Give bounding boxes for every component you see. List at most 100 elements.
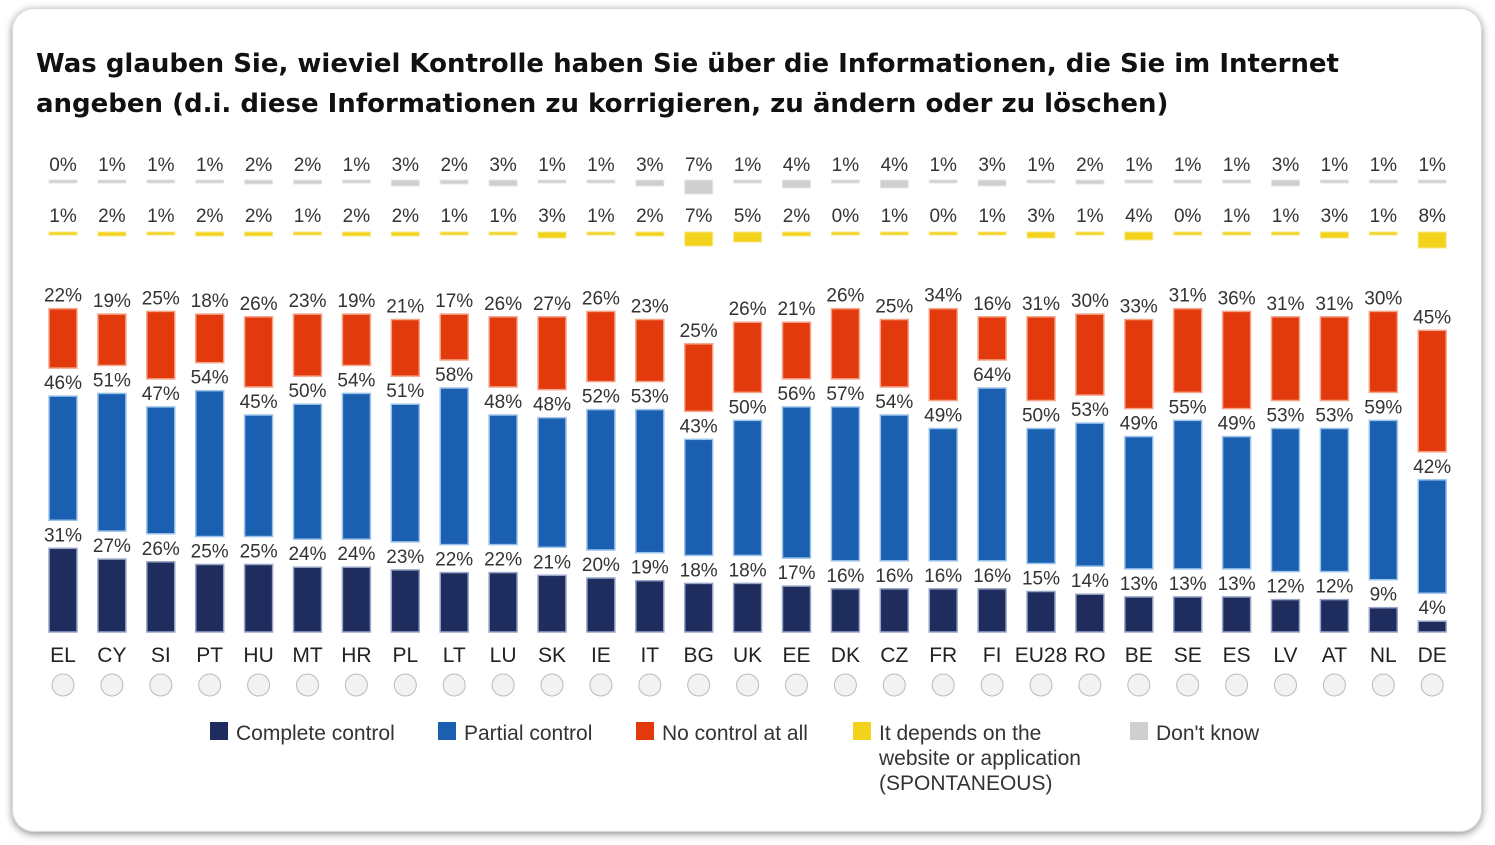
dontknow-label-el: 0% <box>49 155 77 176</box>
complete-bar-lv <box>1270 598 1301 633</box>
bar-group-es: 13% 49% 36% 1% 1% ES <box>1218 155 1256 697</box>
complete-label-uk: 18% <box>729 560 767 581</box>
bar-group-se: 13% 55% 31% 0% 1% SE <box>1169 155 1207 697</box>
dontknow-bar-pt <box>195 179 225 184</box>
none-bar-pt <box>194 313 225 364</box>
bar-group-cz: 16% 54% 25% 1% 4% CZ <box>875 155 913 697</box>
depends-label-es: 1% <box>1223 206 1251 227</box>
partial-bar-dk <box>830 406 861 562</box>
complete-bar-sk <box>537 574 567 633</box>
croatia-flag-icon <box>344 673 368 697</box>
bar-group-dk: 16% 57% 26% 0% 1% DK <box>826 155 865 697</box>
bar-group-lt: 22% 58% 17% 1% 2% LT <box>435 155 473 697</box>
depends-bar-mt <box>293 231 322 236</box>
portugal-flag-icon <box>198 673 222 697</box>
none-label-fi: 16% <box>973 294 1011 315</box>
complete-label-cy: 27% <box>93 536 131 557</box>
italy-flag-icon <box>638 673 662 697</box>
dontknow-bar-at <box>1319 179 1349 184</box>
partial-label-ee: 56% <box>777 384 815 405</box>
dontknow-bar-se <box>1173 179 1203 184</box>
none-label-cz: 25% <box>875 297 913 318</box>
dontknow-label-mt: 2% <box>294 155 322 176</box>
depends-label-lv: 1% <box>1272 206 1300 227</box>
bar-group-ie: 20% 52% 26% 1% 1% IE <box>582 155 620 697</box>
category-label-ie: IE <box>591 644 611 667</box>
depends-label-se: 0% <box>1174 206 1202 227</box>
none-bar-es <box>1221 310 1252 410</box>
dontknow-label-hr: 1% <box>343 155 371 176</box>
depends-label-eu28: 3% <box>1027 206 1055 227</box>
none-label-lv: 31% <box>1266 294 1304 315</box>
partial-label-uk: 50% <box>729 397 767 418</box>
none-label-bg: 25% <box>680 321 718 342</box>
complete-bar-hr <box>341 566 372 633</box>
dontknow-label-bg: 7% <box>685 155 713 176</box>
category-label-hr: HR <box>341 644 371 667</box>
complete-bar-pl <box>390 569 421 633</box>
complete-label-be: 13% <box>1120 574 1158 595</box>
none-bar-de <box>1417 329 1447 453</box>
legend-label-depends-line-2: website or application <box>878 747 1081 770</box>
partial-bar-at <box>1319 427 1350 573</box>
depends-bar-si <box>146 231 176 236</box>
depends-label-be: 4% <box>1125 206 1153 227</box>
depends-bar-pl <box>390 231 420 237</box>
bar-group-it: 19% 53% 23% 2% 3% IT <box>631 155 669 697</box>
spain-flag-icon <box>1225 673 1249 697</box>
bar-group-nl: 9% 59% 30% 1% 1% NL <box>1364 155 1402 697</box>
dontknow-bar-pl <box>390 179 420 187</box>
category-label-bg: BG <box>684 644 714 667</box>
depends-label-lt: 1% <box>440 206 468 227</box>
bar-group-pt: 25% 54% 18% 2% 1% PT <box>191 155 229 697</box>
dontknow-label-lu: 3% <box>489 155 517 176</box>
none-bar-bg <box>683 343 714 413</box>
complete-label-lv: 12% <box>1266 577 1304 598</box>
none-label-ie: 26% <box>582 288 620 309</box>
complete-bar-ee <box>781 585 812 633</box>
denmark-flag-icon <box>833 673 857 697</box>
france-flag-icon <box>931 673 955 697</box>
partial-label-dk: 57% <box>826 384 864 405</box>
partial-label-hu: 45% <box>240 392 278 413</box>
dontknow-label-fr: 1% <box>929 155 957 176</box>
complete-label-pl: 23% <box>386 547 424 568</box>
depends-bar-hr <box>341 231 371 237</box>
partial-bar-it <box>635 408 665 554</box>
lithuania-flag-icon <box>442 673 466 697</box>
depends-bar-cz <box>879 231 909 236</box>
none-label-pt: 18% <box>191 291 229 312</box>
partial-label-eu28: 50% <box>1022 406 1060 427</box>
none-bar-cy <box>97 313 127 367</box>
none-bar-hr <box>341 313 372 367</box>
bar-group-bg: 18% 43% 25% 7% 7% BG <box>680 155 718 697</box>
category-label-ee: EE <box>782 644 810 667</box>
complete-label-ee: 17% <box>777 563 815 584</box>
dontknow-label-dk: 1% <box>832 155 860 176</box>
category-label-lu: LU <box>490 644 517 667</box>
legend-label-depends: It depends on the <box>879 722 1041 745</box>
depends-label-pt: 2% <box>196 206 224 227</box>
partial-label-lu: 48% <box>484 392 522 413</box>
dontknow-bar-nl <box>1368 179 1398 184</box>
none-label-ee: 21% <box>777 299 815 320</box>
complete-bar-bg <box>683 582 714 633</box>
category-label-uk: UK <box>733 644 762 667</box>
none-label-hu: 26% <box>240 294 278 315</box>
bar-group-hr: 24% 54% 19% 2% 1% HR <box>337 155 376 697</box>
category-label-mt: MT <box>292 644 322 667</box>
none-bar-cz <box>879 318 910 388</box>
category-label-eu28: EU28 <box>1015 644 1068 667</box>
legend-swatch-none <box>636 722 654 740</box>
legend-swatch-partial <box>438 722 456 740</box>
category-label-at: AT <box>1322 644 1347 667</box>
partial-label-pl: 51% <box>386 381 424 402</box>
dontknow-bar-sk <box>537 179 567 184</box>
none-bar-ro <box>1075 313 1105 396</box>
depends-label-pl: 2% <box>392 206 420 227</box>
none-bar-ie <box>586 310 616 383</box>
dontknow-bar-el <box>48 179 78 184</box>
partial-bar-be <box>1124 435 1154 570</box>
none-label-cy: 19% <box>93 291 131 312</box>
